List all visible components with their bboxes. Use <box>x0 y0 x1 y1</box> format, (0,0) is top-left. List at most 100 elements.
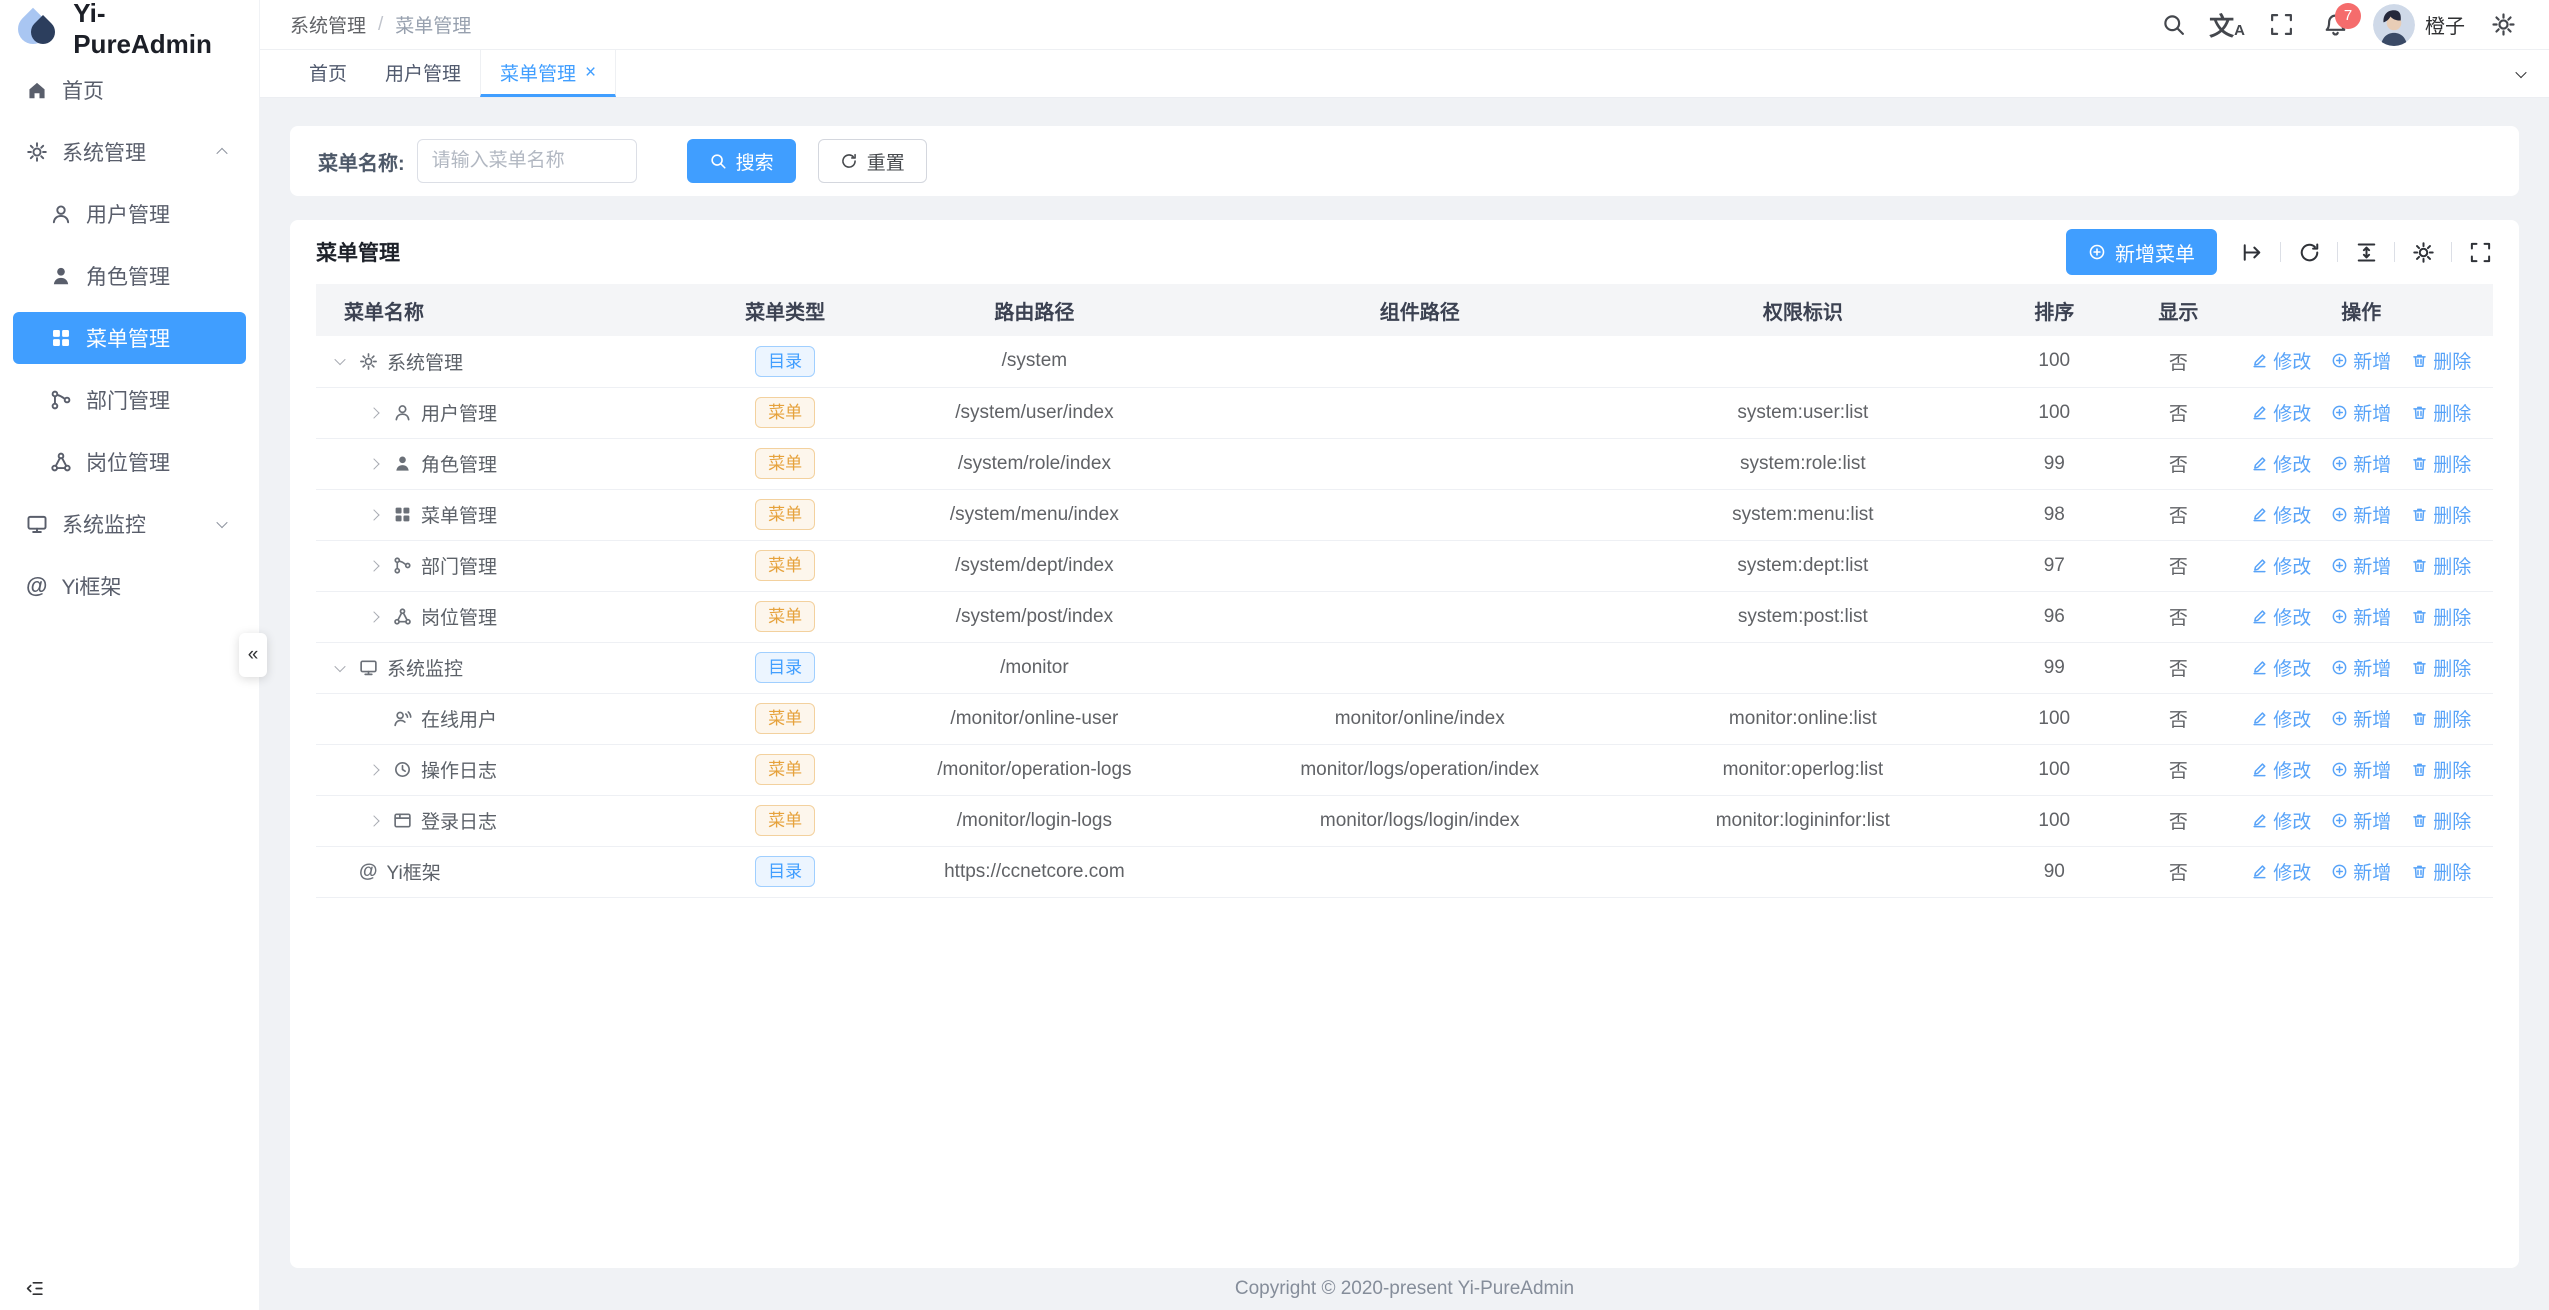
add-action-label: 新增 <box>2353 760 2392 782</box>
edit-action[interactable]: 修改 <box>2251 347 2311 374</box>
menu-name: 菜单管理 <box>421 506 498 527</box>
tab-menu-management[interactable]: 菜单管理 × <box>480 50 617 97</box>
breadcrumb-item[interactable]: 系统管理 <box>290 16 367 37</box>
cell-actions: 修改 新增 删除 <box>2229 744 2493 796</box>
add-action[interactable]: 新增 <box>2331 603 2391 630</box>
navbar-actions: 文A 7 橙子 <box>2151 2 2525 46</box>
delete-action[interactable]: 删除 <box>2411 858 2471 885</box>
menu-name-input[interactable] <box>416 139 637 183</box>
add-action[interactable]: 新增 <box>2331 705 2391 732</box>
tabs-more-chevron-down-icon[interactable] <box>2493 50 2549 97</box>
delete-action[interactable]: 删除 <box>2411 603 2471 630</box>
row-expand-down-icon[interactable] <box>330 660 350 672</box>
add-action-label: 新增 <box>2353 556 2392 578</box>
fullscreen-icon[interactable] <box>2259 5 2303 45</box>
delete-action[interactable]: 删除 <box>2411 705 2471 732</box>
user-menu[interactable]: 橙子 <box>2367 3 2471 46</box>
refresh-icon[interactable] <box>2296 232 2322 272</box>
translate-icon[interactable]: 文A <box>2209 12 2245 41</box>
row-expand-right-icon[interactable] <box>364 406 384 419</box>
edit-action[interactable]: 修改 <box>2251 756 2311 783</box>
edit-icon <box>2251 608 2268 625</box>
edit-action[interactable]: 修改 <box>2251 603 2311 630</box>
add-action[interactable]: 新增 <box>2331 807 2391 834</box>
sidebar-collapse-button[interactable]: « <box>239 633 267 677</box>
cell-perms <box>1624 642 1982 694</box>
close-icon[interactable]: × <box>585 61 597 83</box>
table-row-user: 用户管理 菜单/system/user/index system:user:list… <box>316 387 2493 439</box>
delete-action[interactable]: 删除 <box>2411 399 2471 426</box>
add-action[interactable]: 新增 <box>2331 654 2391 681</box>
edit-action[interactable]: 修改 <box>2251 807 2311 834</box>
cell-sort: 100 <box>1981 693 2128 745</box>
sidebar-item-dept[interactable]: 部门管理 <box>13 374 246 426</box>
delete-action[interactable]: 删除 <box>2411 654 2471 681</box>
sidebar-item-post[interactable]: 岗位管理 <box>13 436 246 488</box>
search-button[interactable]: 搜索 <box>686 139 796 183</box>
add-action[interactable]: 新增 <box>2331 552 2391 579</box>
edit-icon <box>2251 557 2268 574</box>
cell-type: 目录 <box>716 846 854 898</box>
density-icon[interactable] <box>2353 232 2379 272</box>
cell-component <box>1215 489 1625 541</box>
app-logo[interactable]: Yi-PureAdmin <box>0 0 259 59</box>
bell-icon[interactable]: 7 <box>2313 2 2361 45</box>
delete-action[interactable]: 删除 <box>2411 501 2471 528</box>
sidebar-item-menu[interactable]: 菜单管理 <box>13 312 246 364</box>
delete-action[interactable]: 删除 <box>2411 552 2471 579</box>
add-action[interactable]: 新增 <box>2331 347 2391 374</box>
edit-action[interactable]: 修改 <box>2251 705 2311 732</box>
export-icon[interactable] <box>2239 232 2265 272</box>
tab-home[interactable]: 首页 <box>290 50 366 97</box>
row-expand-right-icon[interactable] <box>364 559 384 572</box>
edit-icon <box>2251 863 2268 880</box>
add-action[interactable]: 新增 <box>2331 858 2391 885</box>
add-action[interactable]: 新增 <box>2331 756 2391 783</box>
sidebar-item-system[interactable]: 系统管理 <box>13 126 246 178</box>
add-menu-button[interactable]: 新增菜单 <box>2066 229 2217 275</box>
fullscreen-icon[interactable] <box>2467 232 2493 272</box>
gear-icon[interactable] <box>2410 232 2436 272</box>
edit-action[interactable]: 修改 <box>2251 654 2311 681</box>
search-button-label: 搜索 <box>735 152 774 174</box>
edit-action[interactable]: 修改 <box>2251 858 2311 885</box>
row-expand-down-icon[interactable] <box>330 354 350 366</box>
user-icon <box>50 203 72 225</box>
row-expand-right-icon[interactable] <box>364 763 384 776</box>
row-expand-right-icon[interactable] <box>364 610 384 623</box>
cell-visible: 否 <box>2127 438 2230 490</box>
row-expand-right-icon[interactable] <box>364 508 384 521</box>
sidebar-item-monitor[interactable]: 系统监控 <box>13 498 246 550</box>
cell-component <box>1215 846 1625 898</box>
tab-user-management[interactable]: 用户管理 <box>366 50 480 97</box>
edit-action[interactable]: 修改 <box>2251 399 2311 426</box>
row-expand-right-icon[interactable] <box>364 814 384 827</box>
add-action[interactable]: 新增 <box>2331 501 2391 528</box>
delete-action[interactable]: 删除 <box>2411 450 2471 477</box>
sidebar-item-role[interactable]: 角色管理 <box>13 250 246 302</box>
add-action[interactable]: 新增 <box>2331 399 2391 426</box>
sidebar-item-home[interactable]: 首页 <box>13 64 246 116</box>
search-icon[interactable] <box>2151 5 2195 45</box>
trash-icon <box>2411 812 2428 829</box>
sidebar-item-yi-frame[interactable]: @ Yi框架 <box>13 560 246 612</box>
delete-action[interactable]: 删除 <box>2411 807 2471 834</box>
cell-visible: 否 <box>2127 336 2230 388</box>
reset-button[interactable]: 重置 <box>817 139 927 183</box>
sidebar-item-user[interactable]: 用户管理 <box>13 188 246 240</box>
edit-action[interactable]: 修改 <box>2251 552 2311 579</box>
gear-icon[interactable] <box>2481 5 2525 45</box>
row-expand-right-icon[interactable] <box>364 457 384 470</box>
edit-action[interactable]: 修改 <box>2251 501 2311 528</box>
delete-action[interactable]: 删除 <box>2411 756 2471 783</box>
breadcrumb: 系统管理 / 菜单管理 <box>290 11 471 38</box>
cell-type: 菜单 <box>716 438 854 490</box>
table-row-post: 岗位管理 菜单/system/post/index system:post:list… <box>316 591 2493 643</box>
trash-icon <box>2411 761 2428 778</box>
add-action[interactable]: 新增 <box>2331 450 2391 477</box>
delete-action-label: 删除 <box>2433 505 2472 527</box>
edit-action[interactable]: 修改 <box>2251 450 2311 477</box>
delete-action[interactable]: 删除 <box>2411 347 2471 374</box>
top-navbar: 系统管理 / 菜单管理 文A 7 橙子 <box>260 0 2549 50</box>
menu-fold-icon[interactable] <box>20 1274 48 1302</box>
